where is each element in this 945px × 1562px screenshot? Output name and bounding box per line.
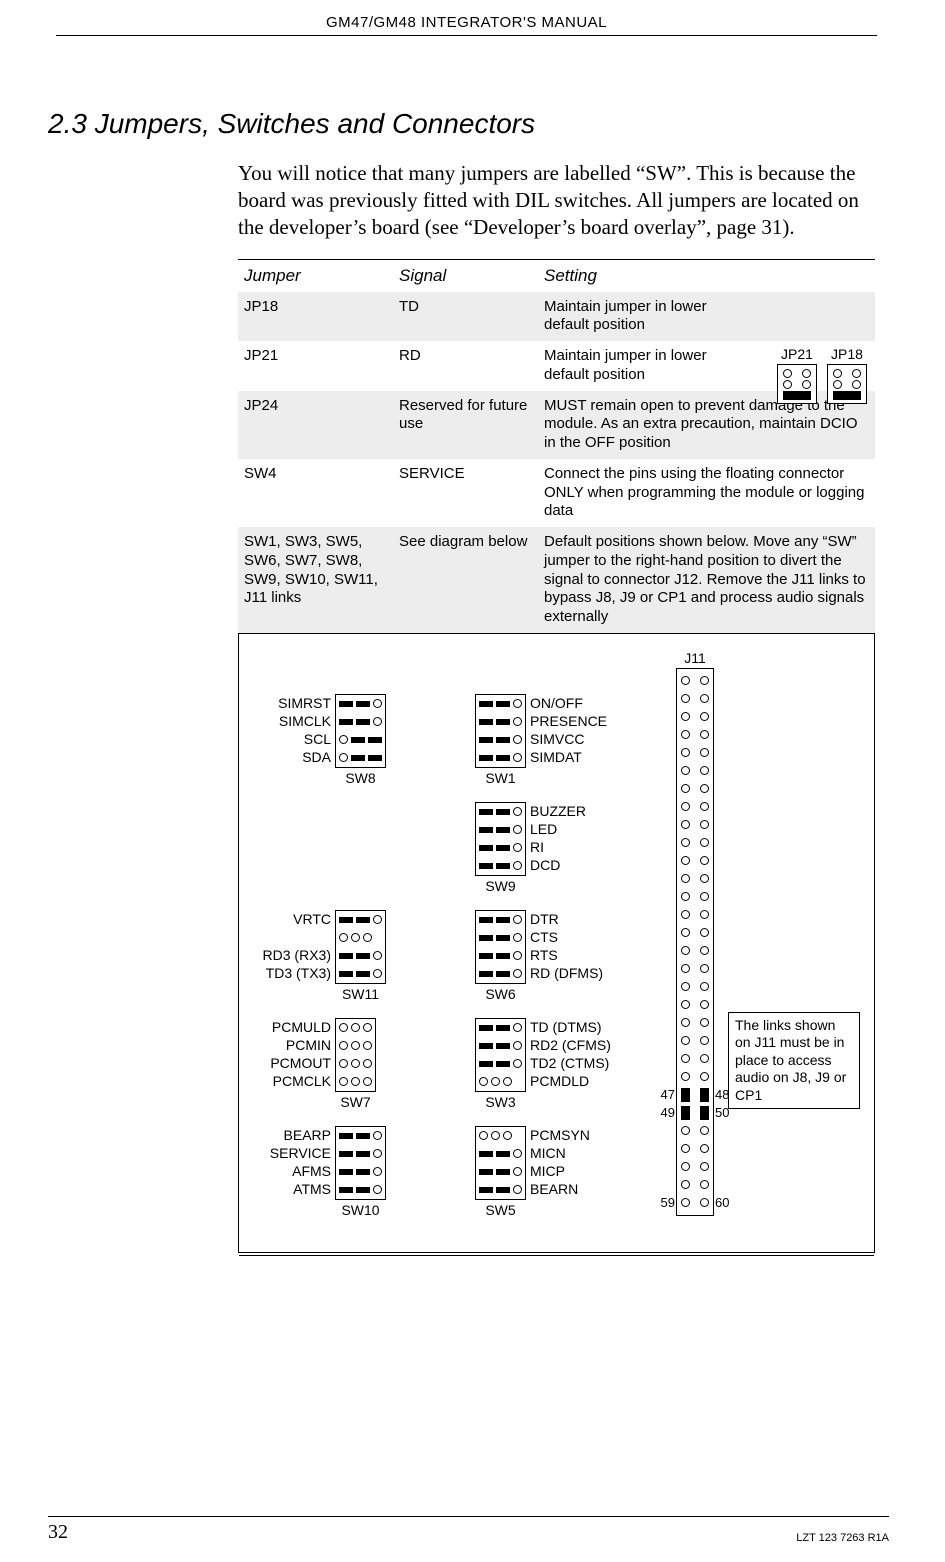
cell-jumper: JP21 xyxy=(244,347,399,366)
jumper-signal-label: RD (DFMS) xyxy=(530,964,603,982)
sw-caption: SW10 xyxy=(335,1201,386,1219)
sw-caption: SW8 xyxy=(335,769,386,787)
jumper-signal-label: BUZZER xyxy=(530,802,586,820)
j11-num: 59 xyxy=(661,1195,681,1210)
jumper-signal-label: PRESENCE xyxy=(530,712,607,730)
sw-block-sw11: VRTCRD3 (RX3)TD3 (TX3)SW11 xyxy=(335,910,386,1003)
running-head: GM47/GM48 INTEGRATOR'S MANUAL xyxy=(56,0,877,36)
j11-num: 60 xyxy=(709,1195,729,1210)
jumper-signal-label: LED xyxy=(530,820,586,838)
sw-block-sw8: SIMRSTSIMCLKSCLSDASW8 xyxy=(335,694,386,787)
jumper-signal-label: BEARP xyxy=(270,1126,331,1144)
jumper-signal-label: PCMOUT xyxy=(270,1054,331,1072)
sw-block-sw10: BEARPSERVICEAFMSATMSSW10 xyxy=(335,1126,386,1219)
col-header-setting: Setting xyxy=(544,266,869,286)
section-title: 2.3 Jumpers, Switches and Connectors xyxy=(48,108,885,140)
jumper-signal-label: DCD xyxy=(530,856,586,874)
jumper-signal-label: RD2 (CFMS) xyxy=(530,1036,611,1054)
jumper-signal-label: PCMSYN xyxy=(530,1126,590,1144)
j11-num: 49 xyxy=(661,1105,681,1120)
jp18-icon: JP18 xyxy=(827,346,867,404)
table-row: JP18TDMaintain jumper in lower default p… xyxy=(238,292,875,342)
jumper-signal-label: DTR xyxy=(530,910,603,928)
cell-signal: See diagram below xyxy=(399,533,544,552)
jumper-signal-label: PCMDLD xyxy=(530,1072,611,1090)
table-row: SW4SERVICEConnect the pins using the flo… xyxy=(238,459,875,527)
jumper-signal-label: SIMDAT xyxy=(530,748,607,766)
cell-signal: Reserved for future use xyxy=(399,397,544,435)
col-header-jumper: Jumper xyxy=(244,266,399,286)
j11-connector: J11474849505960 xyxy=(676,650,714,1216)
cell-jumper: SW4 xyxy=(244,465,399,484)
jumper-signal-label: AFMS xyxy=(270,1162,331,1180)
cell-setting: Connect the pins using the floating conn… xyxy=(544,465,869,521)
jumper-signal-label: TD (DTMS) xyxy=(530,1018,611,1036)
jumper-signal-label: SERVICE xyxy=(270,1144,331,1162)
doc-id: LZT 123 7263 R1A xyxy=(796,1532,889,1544)
sw-caption: SW9 xyxy=(475,877,526,895)
sw-block-sw5: PCMSYNMICNMICPBEARNSW5 xyxy=(475,1126,526,1219)
jumper-signal-label: MICN xyxy=(530,1144,590,1162)
col-header-signal: Signal xyxy=(399,266,544,286)
sw-block-sw7: PCMULDPCMINPCMOUTPCMCLKSW7 xyxy=(335,1018,376,1111)
table-row: SW1, SW3, SW5, SW6, SW7, SW8, SW9, SW10,… xyxy=(238,527,875,633)
jumper-signal-label: RTS xyxy=(530,946,603,964)
jumper-signal-label: SIMVCC xyxy=(530,730,607,748)
jumper-table: Jumper Signal Setting JP18TDMaintain jum… xyxy=(238,259,875,633)
jumper-signal-label: SIMRST xyxy=(278,694,331,712)
j11-title: J11 xyxy=(676,650,714,666)
jumper-signal-label xyxy=(263,928,331,946)
jumper-signal-label: PCMULD xyxy=(270,1018,331,1036)
sw-caption: SW1 xyxy=(475,769,526,787)
sw-caption: SW11 xyxy=(335,985,386,1003)
jumper-signal-label: RD3 (RX3) xyxy=(263,946,331,964)
j11-num: 50 xyxy=(709,1105,729,1120)
j11-num: 47 xyxy=(661,1087,681,1102)
jumper-signal-label: CTS xyxy=(530,928,603,946)
cell-setting: MUST remain open to prevent damage to th… xyxy=(544,397,869,453)
jumper-signal-label: SCL xyxy=(278,730,331,748)
cell-signal: TD xyxy=(399,298,544,317)
sw-caption: SW7 xyxy=(335,1093,376,1111)
jumper-signal-label: TD3 (TX3) xyxy=(263,964,331,982)
sw-caption: SW6 xyxy=(475,985,526,1003)
jumper-signal-label: SDA xyxy=(278,748,331,766)
cell-setting: Default positions shown below. Move any … xyxy=(544,533,869,627)
jumper-signal-label: MICP xyxy=(530,1162,590,1180)
jumper-signal-label: PCMIN xyxy=(270,1036,331,1054)
sw-block-sw1: ON/OFFPRESENCESIMVCCSIMDATSW1 xyxy=(475,694,526,787)
page-number: 32 xyxy=(48,1521,68,1544)
jumper-signal-label: ON/OFF xyxy=(530,694,607,712)
cell-signal: RD xyxy=(399,347,544,366)
cell-jumper: JP24 xyxy=(244,397,399,416)
j11-note: The links shown on J11 must be in place … xyxy=(728,1012,860,1110)
jp-icons: JP21 JP18 xyxy=(777,346,867,404)
sw-block-sw3: TD (DTMS)RD2 (CFMS)TD2 (CTMS)PCMDLDSW3 xyxy=(475,1018,526,1111)
table-header-row: Jumper Signal Setting xyxy=(238,260,875,292)
cell-signal: SERVICE xyxy=(399,465,544,484)
sw-block-sw6: DTRCTSRTSRD (DFMS)SW6 xyxy=(475,910,526,1003)
j11-num: 48 xyxy=(709,1087,729,1102)
jp18-label: JP18 xyxy=(827,346,867,362)
intro-paragraph: You will notice that many jumpers are la… xyxy=(238,160,875,241)
jumper-signal-label: SIMCLK xyxy=(278,712,331,730)
jp21-icon: JP21 xyxy=(777,346,817,404)
jumper-signal-label: PCMCLK xyxy=(270,1072,331,1090)
jumper-signal-label: VRTC xyxy=(263,910,331,928)
cell-jumper: SW1, SW3, SW5, SW6, SW7, SW8, SW9, SW10,… xyxy=(244,533,399,608)
jumper-signal-label: BEARN xyxy=(530,1180,590,1198)
jumper-signal-label: RI xyxy=(530,838,586,856)
jumper-diagram: The links shown on J11 must be in place … xyxy=(238,633,875,1253)
sw-block-sw9: BUZZERLEDRIDCDSW9 xyxy=(475,802,526,895)
sw-caption: SW3 xyxy=(475,1093,526,1111)
cell-setting: Maintain jumper in lower default positio… xyxy=(544,298,869,336)
page-footer: 32 LZT 123 7263 R1A xyxy=(48,1516,889,1544)
jumper-signal-label: TD2 (CTMS) xyxy=(530,1054,611,1072)
sw-caption: SW5 xyxy=(475,1201,526,1219)
jp21-label: JP21 xyxy=(777,346,817,362)
jumper-signal-label: ATMS xyxy=(270,1180,331,1198)
cell-jumper: JP18 xyxy=(244,298,399,317)
